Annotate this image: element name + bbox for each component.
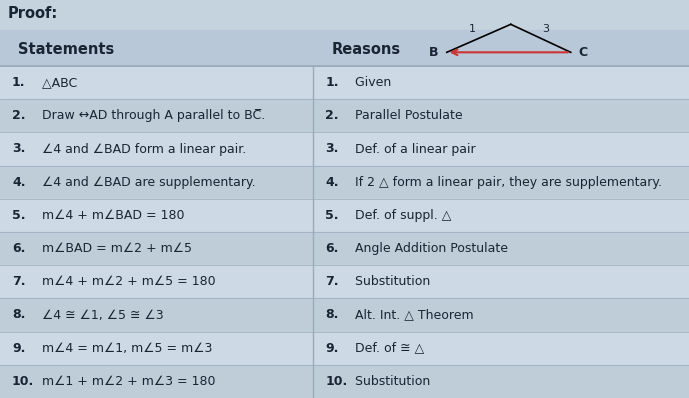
Text: If 2 △ form a linear pair, they are supplementary.: If 2 △ form a linear pair, they are supp…	[351, 176, 663, 189]
Bar	[0, 232, 689, 265]
Text: 1.: 1.	[12, 76, 25, 89]
Bar	[0, 30, 689, 66]
Text: Angle Addition Postulate: Angle Addition Postulate	[351, 242, 508, 255]
Text: 10.: 10.	[12, 375, 34, 388]
Text: 2.: 2.	[12, 109, 25, 122]
Bar	[0, 265, 689, 298]
Text: Statements: Statements	[18, 42, 114, 57]
Text: 7.: 7.	[325, 275, 339, 288]
Text: m∠BAD = m∠2 + m∠5: m∠BAD = m∠2 + m∠5	[38, 242, 192, 255]
Text: m∠4 = m∠1, m∠5 = m∠3: m∠4 = m∠1, m∠5 = m∠3	[38, 342, 212, 355]
Text: 9.: 9.	[12, 342, 25, 355]
Text: Def. of ≅ △: Def. of ≅ △	[351, 342, 424, 355]
Text: 1: 1	[469, 24, 476, 34]
Bar	[0, 365, 689, 398]
Text: 5.: 5.	[325, 209, 339, 222]
Text: Parallel Postulate: Parallel Postulate	[351, 109, 463, 122]
Bar	[0, 332, 689, 365]
Text: 3: 3	[542, 24, 548, 34]
Text: Given: Given	[351, 76, 392, 89]
Text: 7.: 7.	[12, 275, 25, 288]
Text: Substitution: Substitution	[351, 275, 431, 288]
Text: ∠4 ≅ ∠1, ∠5 ≅ ∠3: ∠4 ≅ ∠1, ∠5 ≅ ∠3	[38, 308, 163, 322]
Text: Proof:: Proof:	[8, 6, 59, 21]
Text: 5.: 5.	[12, 209, 25, 222]
Text: ∠4 and ∠BAD are supplementary.: ∠4 and ∠BAD are supplementary.	[38, 176, 256, 189]
Text: 8.: 8.	[325, 308, 339, 322]
Text: m∠4 + m∠BAD = 180: m∠4 + m∠BAD = 180	[38, 209, 185, 222]
Text: ∠4 and ∠BAD form a linear pair.: ∠4 and ∠BAD form a linear pair.	[38, 142, 246, 156]
Bar	[0, 66, 689, 99]
Text: Def. of suppl. △: Def. of suppl. △	[351, 209, 452, 222]
Text: 1.: 1.	[325, 76, 339, 89]
Bar	[0, 99, 689, 133]
Bar	[0, 133, 689, 166]
Text: 3.: 3.	[325, 142, 339, 156]
Text: 3.: 3.	[12, 142, 25, 156]
Text: C: C	[579, 46, 588, 59]
Text: 2.: 2.	[325, 109, 339, 122]
Text: △ABC: △ABC	[38, 76, 77, 89]
Text: Draw ↔AD through A parallel to BC̅.: Draw ↔AD through A parallel to BC̅.	[38, 109, 265, 122]
Text: B: B	[429, 46, 439, 59]
Text: m∠1 + m∠2 + m∠3 = 180: m∠1 + m∠2 + m∠3 = 180	[38, 375, 216, 388]
Bar	[0, 199, 689, 232]
Text: Def. of a linear pair: Def. of a linear pair	[351, 142, 476, 156]
Text: 10.: 10.	[325, 375, 348, 388]
Text: Reasons: Reasons	[331, 42, 400, 57]
Text: 4.: 4.	[325, 176, 339, 189]
Text: Substitution: Substitution	[351, 375, 431, 388]
Text: m∠4 + m∠2 + m∠5 = 180: m∠4 + m∠2 + m∠5 = 180	[38, 275, 216, 288]
Bar	[0, 166, 689, 199]
Text: 9.: 9.	[325, 342, 339, 355]
Text: 4.: 4.	[12, 176, 25, 189]
Bar	[0, 298, 689, 332]
Text: 8.: 8.	[12, 308, 25, 322]
Text: 6.: 6.	[325, 242, 339, 255]
Text: Alt. Int. △ Theorem: Alt. Int. △ Theorem	[351, 308, 474, 322]
Text: 6.: 6.	[12, 242, 25, 255]
